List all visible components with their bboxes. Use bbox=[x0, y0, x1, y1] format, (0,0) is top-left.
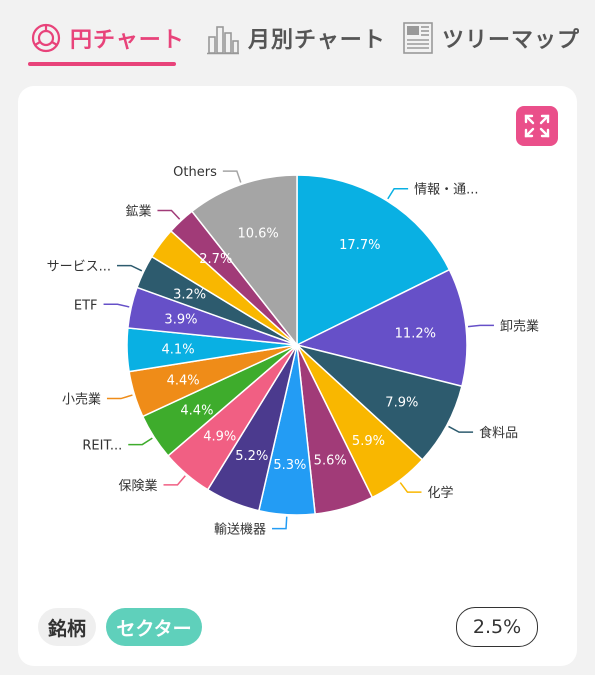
bar-chart-icon bbox=[207, 26, 239, 55]
slice-percent-label: 11.2% bbox=[395, 326, 436, 341]
slice-category-label: REIT... bbox=[82, 439, 122, 454]
slice-leader-line bbox=[163, 475, 186, 486]
tab-pie-chart-label: 円チャート bbox=[70, 28, 185, 53]
slice-category-label: ETF bbox=[74, 298, 98, 313]
sector-toggle-button[interactable]: セクター bbox=[106, 608, 202, 646]
slice-percent-label: 2.7% bbox=[199, 252, 232, 267]
slice-percent-label: 4.4% bbox=[180, 403, 213, 418]
slice-leader-line bbox=[103, 303, 130, 308]
slice-percent-label: 5.6% bbox=[314, 453, 347, 468]
sector-toggle-label: セクター bbox=[116, 617, 192, 640]
slice-category-label: Others bbox=[173, 165, 217, 180]
slice-leader-line bbox=[467, 324, 494, 328]
slice-leader-line bbox=[399, 482, 422, 493]
slice-category-label: サービス... bbox=[47, 260, 111, 275]
expand-icon bbox=[524, 114, 550, 138]
slice-category-label: 鉱業 bbox=[125, 203, 151, 219]
pie-slice[interactable] bbox=[296, 174, 451, 347]
slice-category-label: 化学 bbox=[427, 485, 453, 501]
tab-monthly-chart[interactable]: 月別チャート bbox=[206, 18, 386, 58]
slice-leader-line bbox=[272, 516, 288, 530]
slice-category-label: 輸送機器 bbox=[214, 523, 266, 538]
stock-toggle-button[interactable]: 銘柄 bbox=[38, 608, 96, 646]
tab-monthly-chart-label: 月別チャート bbox=[248, 28, 386, 53]
pie-slice[interactable] bbox=[190, 174, 298, 348]
slice-percent-label: 7.9% bbox=[385, 395, 418, 410]
slice-percent-label: 4.1% bbox=[162, 342, 195, 357]
tab-pie-chart[interactable]: 円チャート bbox=[30, 18, 185, 58]
slice-leader-line bbox=[117, 264, 143, 272]
slice-percent-label: 4.9% bbox=[203, 429, 236, 444]
treemap-icon bbox=[403, 22, 433, 54]
slice-percent-label: 4.4% bbox=[167, 374, 200, 389]
slice-category-label: 小売業 bbox=[62, 392, 101, 408]
slice-category-label: 情報・通... bbox=[414, 183, 478, 198]
slice-percent-label: 3.2% bbox=[173, 288, 206, 303]
slice-leader-line bbox=[106, 394, 133, 400]
threshold-button[interactable]: 2.5% bbox=[456, 607, 538, 647]
slice-percent-label: 5.2% bbox=[235, 449, 268, 464]
slice-leader-line bbox=[222, 170, 242, 183]
pie-chart-icon bbox=[31, 23, 61, 53]
tab-treemap[interactable]: ツリーマップ bbox=[402, 18, 580, 58]
threshold-label: 2.5% bbox=[472, 616, 522, 638]
slice-leader-line bbox=[157, 209, 181, 220]
chart-card: 17.7% 情報・通... 11.2% 卸売業 7.9% 食料品 5.9% 化学 5.6% 5.3… bbox=[18, 86, 577, 666]
slice-percent-label: 5.3% bbox=[273, 458, 306, 473]
pie-chart: 17.7% 情報・通... 11.2% 卸売業 7.9% 食料品 5.9% 化学 5.6% 5.3… bbox=[47, 165, 539, 538]
chart-tab-bar: 円チャート 月別チャート ツリーマップ bbox=[0, 0, 595, 76]
slice-percent-label: 17.7% bbox=[339, 238, 380, 253]
slice-category-label: 保険業 bbox=[118, 478, 157, 494]
expand-button[interactable] bbox=[516, 106, 558, 146]
slice-leader-line bbox=[387, 187, 409, 200]
slice-category-label: 卸売業 bbox=[500, 318, 539, 334]
stock-toggle-label: 銘柄 bbox=[47, 617, 86, 640]
slice-percent-label: 5.9% bbox=[352, 434, 385, 449]
slice-category-label: 食料品 bbox=[479, 425, 518, 441]
active-tab-underline bbox=[28, 62, 176, 66]
pie-slice[interactable] bbox=[294, 268, 468, 388]
slice-leader-line bbox=[128, 437, 153, 446]
slice-leader-line bbox=[448, 425, 474, 433]
tab-treemap-label: ツリーマップ bbox=[442, 28, 581, 53]
slice-percent-label: 3.9% bbox=[164, 313, 197, 328]
slice-percent-label: 10.6% bbox=[237, 227, 278, 242]
